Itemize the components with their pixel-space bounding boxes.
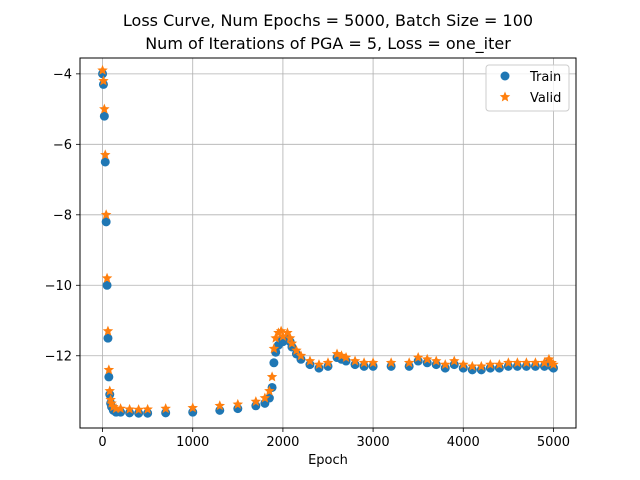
y-tick-label: −6: [53, 138, 72, 153]
legend-train-label: Train: [529, 70, 561, 85]
valid-point: [385, 357, 397, 368]
valid-point: [548, 359, 559, 370]
valid-point: [104, 385, 115, 396]
valid-point: [100, 149, 111, 160]
valid-point: [340, 352, 352, 362]
valid-point: [291, 344, 302, 355]
x-tick-label: 4000: [447, 435, 480, 450]
train-point: [104, 372, 114, 382]
valid-point: [101, 272, 113, 283]
legend-train-marker: [500, 71, 510, 81]
train-point: [103, 333, 113, 343]
x-tick-label: 3000: [357, 435, 390, 450]
valid-point: [142, 403, 153, 414]
y-tick-label: −12: [45, 349, 72, 364]
valid-point: [100, 209, 112, 220]
x-tick-label: 0: [98, 435, 106, 450]
valid-point: [133, 404, 144, 415]
valid-point: [512, 357, 523, 368]
x-tick-label: 2000: [266, 435, 299, 450]
legend: Train Valid: [485, 64, 570, 112]
valid-point: [313, 359, 325, 370]
valid-point: [476, 360, 487, 371]
x-tick-label: 1000: [176, 435, 209, 450]
valid-point: [268, 343, 280, 354]
valid-point: [98, 75, 109, 86]
y-tick-label: −8: [53, 208, 72, 223]
train-point: [101, 217, 111, 227]
valid-point: [358, 357, 370, 368]
valid-point: [187, 402, 198, 413]
train-point: [102, 280, 112, 290]
valid-point: [539, 357, 550, 368]
valid-point: [494, 359, 505, 370]
valid-point: [458, 359, 469, 370]
train-point: [100, 157, 110, 167]
valid-point: [115, 403, 126, 414]
legend-valid-marker: [499, 91, 511, 102]
chart-title-line-2: Num of Iterations of PGA = 5, Loss = one…: [145, 34, 511, 53]
valid-point: [403, 357, 415, 368]
valid-point: [430, 355, 442, 366]
valid-point: [304, 355, 316, 366]
valid-point: [322, 357, 334, 368]
valid-point: [286, 337, 298, 348]
valid-point: [467, 360, 478, 371]
valid-point: [259, 392, 271, 403]
axes-frame: [79, 57, 577, 429]
valid-point: [503, 357, 514, 368]
valid-point: [295, 350, 307, 361]
y-tick-label: −10: [45, 279, 72, 294]
valid-point: [103, 364, 115, 375]
grid-lines: [80, 58, 576, 428]
valid-point: [485, 359, 496, 370]
x-tick-label: 5000: [537, 435, 570, 450]
valid-point: [367, 357, 379, 368]
chart-title-line-1: Loss Curve, Num Epochs = 5000, Batch Siz…: [122, 11, 534, 30]
valid-point: [250, 396, 262, 407]
valid-point: [102, 325, 114, 336]
legend-valid-label: Valid: [530, 91, 561, 106]
valid-point: [530, 357, 541, 368]
valid-point: [412, 352, 424, 362]
x-axis-label: Epoch: [308, 453, 348, 468]
valid-point: [421, 353, 433, 364]
valid-point: [440, 359, 451, 370]
valid-point: [449, 355, 460, 366]
valid-point: [124, 403, 135, 414]
train-point: [269, 358, 279, 368]
valid-point: [521, 357, 532, 368]
valid-point: [214, 400, 226, 411]
valid-point: [160, 403, 171, 414]
valid-point: [99, 103, 110, 114]
valid-series: [97, 64, 559, 415]
valid-point: [266, 371, 278, 382]
train-point: [99, 111, 109, 121]
axis-ticks: 0 1000 2000 3000 4000 5000 −4 −6 −8 −10 −12: [45, 67, 570, 450]
valid-point: [232, 398, 244, 409]
y-tick-label: −4: [53, 67, 72, 82]
valid-point: [270, 332, 281, 343]
valid-point: [264, 385, 275, 396]
valid-point: [97, 64, 108, 75]
valid-point: [349, 355, 361, 366]
valid-point: [277, 330, 289, 341]
